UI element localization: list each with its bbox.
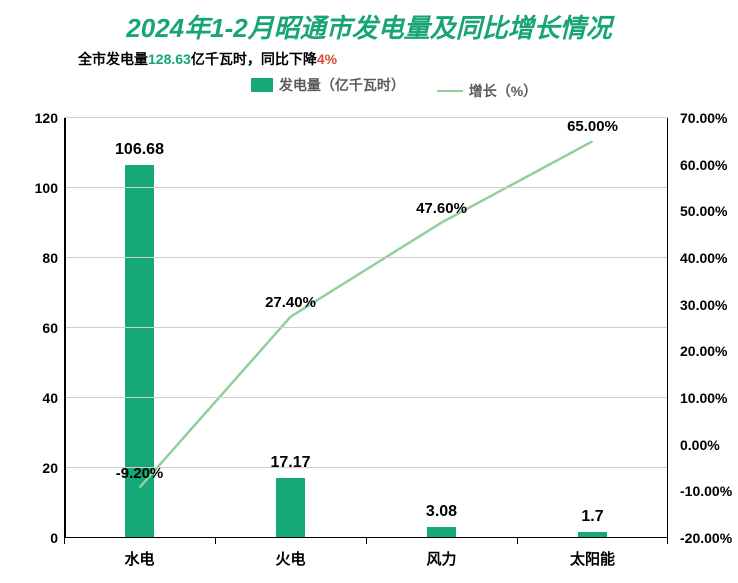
y-left-tick: 100 (0, 180, 58, 196)
x-tick (64, 538, 65, 544)
subtitle-prefix: 全市发电量 (78, 51, 148, 67)
y-axis-left: 020406080100120 (2, 118, 62, 538)
y-right-tick: -10.00% (680, 483, 738, 499)
y-right-tick: 40.00% (680, 250, 738, 266)
legend-bar-swatch (251, 78, 273, 92)
y-left-tick: 60 (0, 320, 58, 336)
legend: 发电量（亿千瓦时） 增长（%） (0, 69, 738, 101)
x-tick (215, 538, 216, 544)
chart-plot-area: 020406080100120 -20.00%-10.00%0.00%10.00… (64, 118, 668, 538)
axis-line (64, 118, 66, 538)
legend-bar-item: 发电量（亿千瓦时） (251, 75, 405, 95)
y-right-tick: 20.00% (680, 343, 738, 359)
y-left-tick: 80 (0, 250, 58, 266)
y-axis-right: -20.00%-10.00%0.00%10.00%20.00%30.00%40.… (676, 118, 736, 538)
y-right-tick: 0.00% (680, 437, 738, 453)
y-left-tick: 40 (0, 390, 58, 406)
title-text: 2024年1-2月昭通市发电量及同比增长情况 (126, 13, 611, 43)
subtitle-unit: 亿千瓦时，同比下降 (191, 51, 317, 67)
chart-subtitle: 全市发电量128.63亿千瓦时，同比下降4% (0, 45, 738, 69)
y-right-tick: 60.00% (680, 157, 738, 173)
x-category-label: 风力 (426, 548, 456, 569)
gridline (64, 397, 668, 398)
y-right-tick: 50.00% (680, 203, 738, 219)
y-left-tick: 120 (0, 110, 58, 126)
gridline (64, 257, 668, 258)
subtitle-decline: 4% (317, 51, 337, 67)
y-right-tick: 30.00% (680, 297, 738, 313)
x-tick (366, 538, 367, 544)
growth-line (140, 141, 593, 487)
line-value-label: 65.00% (567, 118, 618, 135)
y-right-tick: 10.00% (680, 390, 738, 406)
legend-bar-label: 发电量（亿千瓦时） (279, 75, 405, 95)
line-value-label: 47.60% (416, 200, 467, 217)
line-value-label: -9.20% (116, 465, 164, 482)
y-left-tick: 20 (0, 460, 58, 476)
legend-line-label: 增长（%） (469, 81, 537, 101)
chart-title: 2024年1-2月昭通市发电量及同比增长情况 (0, 0, 738, 45)
y-left-tick: 0 (0, 530, 58, 546)
axis-line (667, 118, 669, 538)
gridline (64, 327, 668, 328)
x-tick (667, 538, 668, 544)
line-value-label: 27.40% (265, 294, 316, 311)
y-right-tick: 70.00% (680, 110, 738, 126)
x-tick (517, 538, 518, 544)
x-category-label: 水电 (124, 548, 154, 569)
gridline (64, 187, 668, 188)
legend-line-item: 增长（%） (437, 81, 537, 101)
y-right-tick: -20.00% (680, 530, 738, 546)
x-category-label: 火电 (275, 548, 305, 569)
x-category-label: 太阳能 (570, 548, 615, 569)
legend-line-swatch (437, 90, 463, 92)
subtitle-total-value: 128.63 (148, 51, 191, 67)
